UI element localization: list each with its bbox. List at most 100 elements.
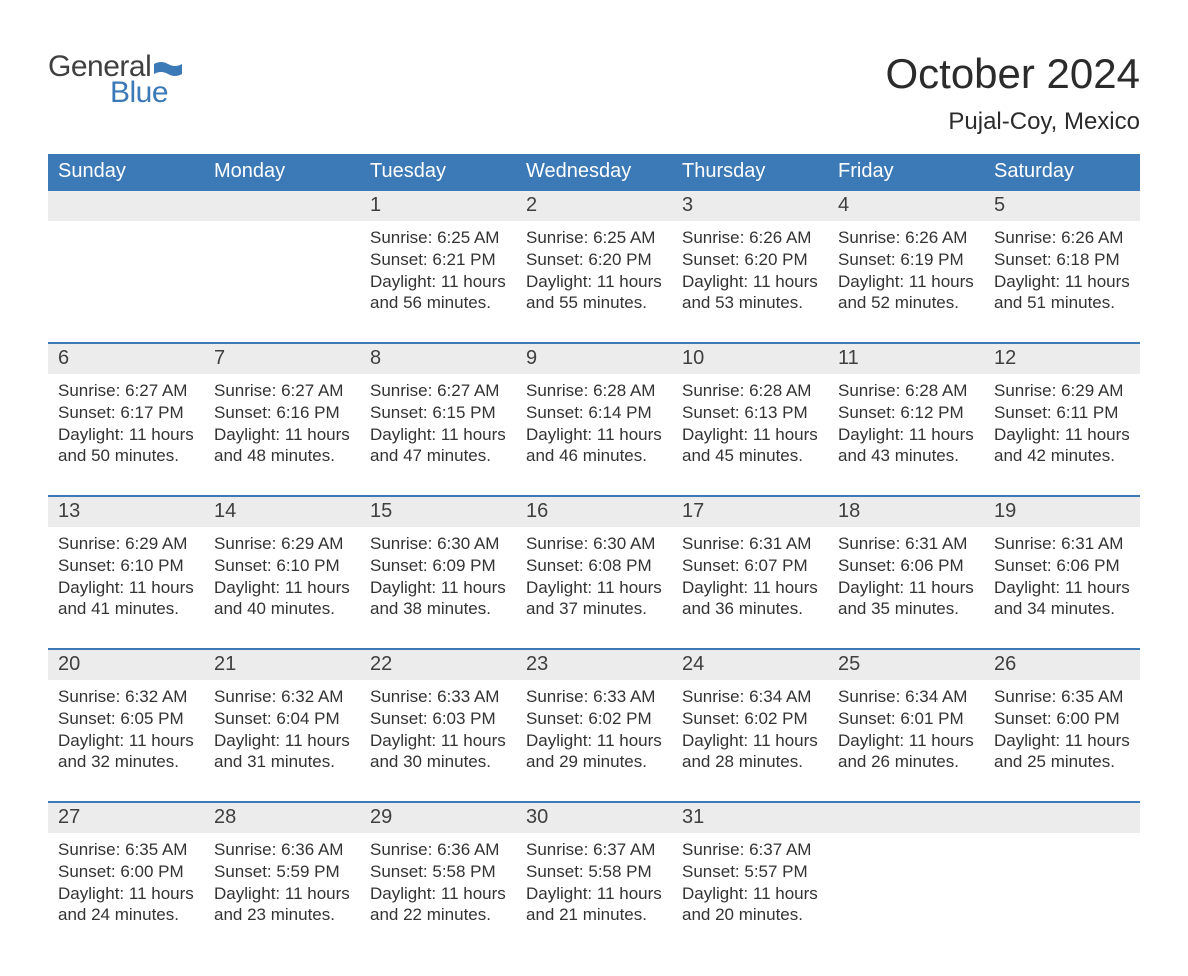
daylight-label: Daylight: xyxy=(682,884,753,903)
daylight-line: Daylight: 11 hours and 29 minutes. xyxy=(526,730,662,774)
sunrise-value: 6:30 AM xyxy=(437,534,499,553)
sunset-label: Sunset: xyxy=(214,862,276,881)
daylight-label: Daylight: xyxy=(370,272,441,291)
daylight-label: Daylight: xyxy=(526,731,597,750)
daylight-label: Daylight: xyxy=(838,272,909,291)
sunrise-value: 6:25 AM xyxy=(437,228,499,247)
sunset-value: 6:10 PM xyxy=(120,556,183,575)
sunset-line: Sunset: 6:11 PM xyxy=(994,402,1130,424)
sunrise-line: Sunrise: 6:32 AM xyxy=(58,686,194,708)
sunset-line: Sunset: 6:18 PM xyxy=(994,249,1130,271)
sunrise-line: Sunrise: 6:34 AM xyxy=(682,686,818,708)
day-number: 3 xyxy=(672,191,828,221)
daycells-row: Sunrise: 6:35 AMSunset: 6:00 PMDaylight:… xyxy=(48,833,1140,936)
daylight-line: Daylight: 11 hours and 40 minutes. xyxy=(214,577,350,621)
daylight-line: Daylight: 11 hours and 55 minutes. xyxy=(526,271,662,315)
sunset-label: Sunset: xyxy=(214,403,276,422)
day-number: 30 xyxy=(516,803,672,833)
day-number: 21 xyxy=(204,650,360,680)
daylight-line: Daylight: 11 hours and 43 minutes. xyxy=(838,424,974,468)
dow-monday: Monday xyxy=(204,154,360,191)
daylight-line: Daylight: 11 hours and 50 minutes. xyxy=(58,424,194,468)
sunrise-value: 6:26 AM xyxy=(905,228,967,247)
sunrise-line: Sunrise: 6:30 AM xyxy=(370,533,506,555)
sunrise-value: 6:26 AM xyxy=(1061,228,1123,247)
sunset-value: 6:01 PM xyxy=(900,709,963,728)
sunset-value: 6:20 PM xyxy=(744,250,807,269)
sunrise-line: Sunrise: 6:30 AM xyxy=(526,533,662,555)
sunset-line: Sunset: 6:05 PM xyxy=(58,708,194,730)
day-cell-empty xyxy=(828,833,984,936)
day-number: 2 xyxy=(516,191,672,221)
week-2: 6789101112Sunrise: 6:27 AMSunset: 6:17 P… xyxy=(48,342,1140,477)
daylight-label: Daylight: xyxy=(838,425,909,444)
day-number: 31 xyxy=(672,803,828,833)
sunset-label: Sunset: xyxy=(370,709,432,728)
sunset-label: Sunset: xyxy=(58,556,120,575)
sunset-line: Sunset: 6:04 PM xyxy=(214,708,350,730)
sunrise-line: Sunrise: 6:36 AM xyxy=(214,839,350,861)
sunset-line: Sunset: 6:15 PM xyxy=(370,402,506,424)
day-number: 28 xyxy=(204,803,360,833)
sunrise-line: Sunrise: 6:31 AM xyxy=(682,533,818,555)
sunset-label: Sunset: xyxy=(58,709,120,728)
sunset-line: Sunset: 6:21 PM xyxy=(370,249,506,271)
sunset-value: 5:57 PM xyxy=(744,862,807,881)
daylight-label: Daylight: xyxy=(994,731,1065,750)
sunset-value: 6:10 PM xyxy=(276,556,339,575)
sunset-value: 6:08 PM xyxy=(588,556,651,575)
sunrise-label: Sunrise: xyxy=(58,687,125,706)
sunrise-line: Sunrise: 6:29 AM xyxy=(994,380,1130,402)
day-cell: Sunrise: 6:27 AMSunset: 6:17 PMDaylight:… xyxy=(48,374,204,477)
daylight-line: Daylight: 11 hours and 42 minutes. xyxy=(994,424,1130,468)
sunset-line: Sunset: 6:07 PM xyxy=(682,555,818,577)
day-cell: Sunrise: 6:36 AMSunset: 5:58 PMDaylight:… xyxy=(360,833,516,936)
day-number: 1 xyxy=(360,191,516,221)
sunrise-value: 6:31 AM xyxy=(749,534,811,553)
sunrise-value: 6:28 AM xyxy=(593,381,655,400)
sunrise-label: Sunrise: xyxy=(214,381,281,400)
dow-wednesday: Wednesday xyxy=(516,154,672,191)
daylight-label: Daylight: xyxy=(838,578,909,597)
sunrise-line: Sunrise: 6:37 AM xyxy=(682,839,818,861)
sunrise-label: Sunrise: xyxy=(370,687,437,706)
week-3: 13141516171819 Sunrise: 6:29 AM Sunset: 6:… xyxy=(48,495,1140,630)
sunset-label: Sunset: xyxy=(682,403,744,422)
day-cell: Sunrise: 6:27 AMSunset: 6:15 PMDaylight:… xyxy=(360,374,516,477)
day-number: 15 xyxy=(360,497,516,527)
sunset-label: Sunset: xyxy=(838,403,900,422)
sunset-value: 6:00 PM xyxy=(1056,709,1119,728)
daylight-line: Daylight: 11 hours and 35 minutes. xyxy=(838,577,974,621)
day-cell: Sunrise: 6:33 AMSunset: 6:03 PMDaylight:… xyxy=(360,680,516,783)
sunset-line: Sunset: 6:19 PM xyxy=(838,249,974,271)
sunrise-label: Sunrise: xyxy=(682,534,749,553)
sunrise-line: Sunrise: 6:27 AM xyxy=(58,380,194,402)
sunrise-label: Sunrise: xyxy=(682,687,749,706)
sunrise-value: 6:29 AM xyxy=(125,534,187,553)
sunrise-line: Sunrise: 6:27 AM xyxy=(214,380,350,402)
day-cell: Sunrise: 6:37 AMSunset: 5:57 PMDaylight:… xyxy=(672,833,828,936)
sunset-line: Sunset: 6:14 PM xyxy=(526,402,662,424)
day-of-week-header: SundayMondayTuesdayWednesdayThursdayFrid… xyxy=(48,154,1140,191)
sunrise-value: 6:35 AM xyxy=(125,840,187,859)
daylight-line: Daylight: 11 hours and 30 minutes. xyxy=(370,730,506,774)
sunset-value: 6:07 PM xyxy=(744,556,807,575)
sunrise-line: Sunrise: 6:37 AM xyxy=(526,839,662,861)
day-number: 14 xyxy=(204,497,360,527)
sunrise-label: Sunrise: xyxy=(994,534,1061,553)
day-cell-empty xyxy=(48,221,204,324)
daycells-row: Sunrise: 6:29 AM Sunset: 6:10 PM Daylight:… xyxy=(48,527,1140,630)
daylight-label: Daylight: xyxy=(994,578,1065,597)
daylight-line: Daylight: 11 hours and 53 minutes. xyxy=(682,271,818,315)
day-cell: Sunrise: 6:33 AMSunset: 6:02 PMDaylight:… xyxy=(516,680,672,783)
sunset-value: 6:11 PM xyxy=(1056,403,1118,422)
sunset-label: Sunset: xyxy=(682,250,744,269)
day-number: 27 xyxy=(48,803,204,833)
sunset-label: Sunset: xyxy=(526,250,588,269)
daylight-label: Daylight: xyxy=(682,731,753,750)
daynum-row: 13141516171819 xyxy=(48,497,1140,527)
day-cell: Sunrise: 6:26 AMSunset: 6:19 PMDaylight:… xyxy=(828,221,984,324)
sunset-value: 6:05 PM xyxy=(120,709,183,728)
sunrise-label: Sunrise: xyxy=(370,840,437,859)
daylight-label: Daylight: xyxy=(682,425,753,444)
